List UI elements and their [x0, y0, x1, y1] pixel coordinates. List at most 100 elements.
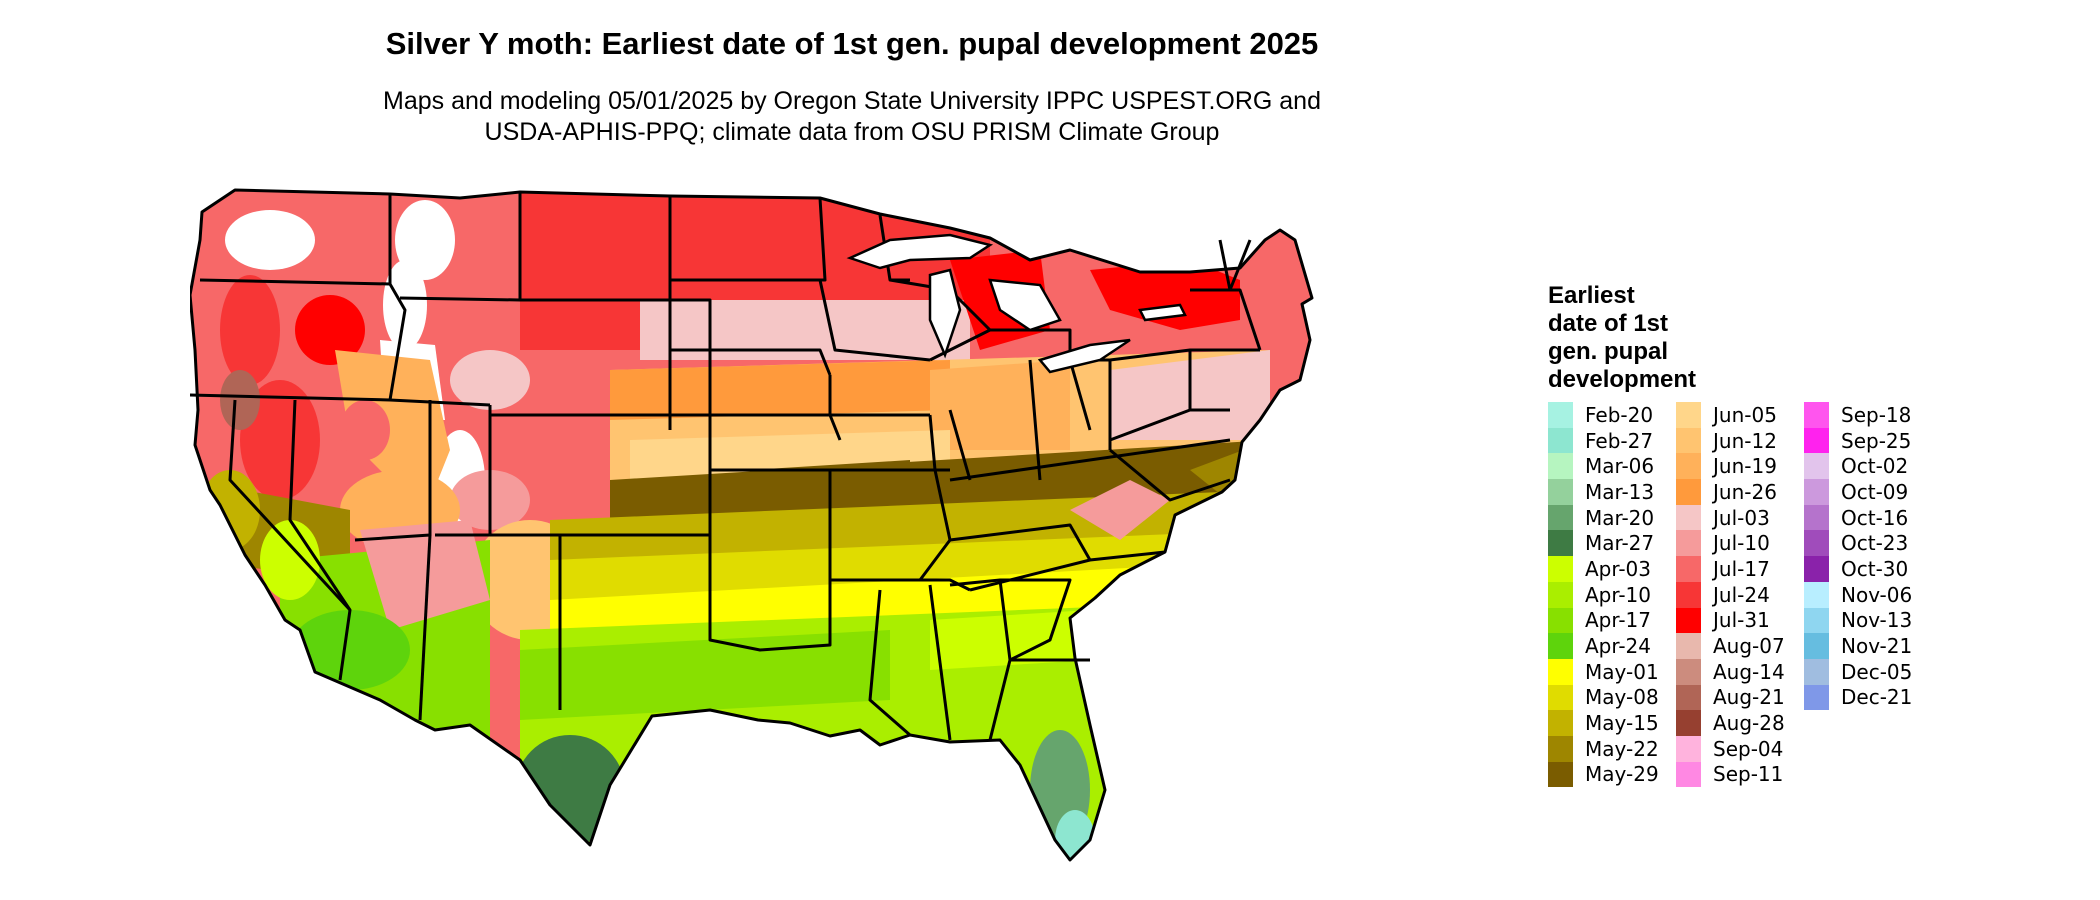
legend-item: Oct-09: [1804, 479, 1932, 505]
legend-label: Oct-23: [1841, 531, 1909, 556]
legend-label: Jun-26: [1713, 479, 1777, 504]
legend-label: Aug-28: [1713, 711, 1785, 736]
colored-phenology-regions: [190, 190, 1312, 860]
legend-swatch: [1548, 761, 1573, 788]
legend-swatch: [1804, 633, 1829, 659]
legend-label: Oct-30: [1841, 556, 1909, 581]
legend-swatch: [1804, 658, 1829, 685]
legend-swatch: [1676, 504, 1701, 531]
legend-label: May-29: [1585, 762, 1659, 787]
legend-item: May-29: [1548, 761, 1676, 788]
legend-item: Jun-26: [1676, 479, 1804, 505]
legend-swatch: [1676, 402, 1701, 428]
legend-item: Dec-05: [1804, 658, 1932, 685]
legend-label: Aug-21: [1713, 685, 1785, 710]
legend-swatch: [1676, 684, 1701, 711]
legend-label: Nov-21: [1841, 634, 1913, 659]
legend-item: May-15: [1548, 710, 1676, 736]
legend-label: Mar-06: [1585, 454, 1655, 479]
legend-item: Sep-04: [1676, 735, 1804, 762]
legend-swatch: [1804, 556, 1829, 582]
legend-label: Jun-12: [1713, 428, 1777, 453]
legend-swatch: [1548, 427, 1573, 454]
legend-swatch: [1804, 530, 1829, 557]
map-subtitle: Maps and modeling 05/01/2025 by Oregon S…: [0, 86, 1704, 148]
legend: Earliest date of 1st gen. pupal developm…: [1548, 282, 1932, 788]
legend-item: May-01: [1548, 658, 1676, 685]
legend-label: Dec-05: [1841, 659, 1913, 684]
legend-title-line-4: development: [1548, 366, 1697, 393]
legend-swatch: [1676, 530, 1701, 557]
subtitle-line-1: Maps and modeling 05/01/2025 by Oregon S…: [383, 87, 1321, 115]
legend-item: Nov-21: [1804, 633, 1932, 659]
legend-label: Dec-21: [1841, 685, 1913, 710]
legend-label: Aug-07: [1713, 634, 1785, 659]
legend-item: Jul-24: [1676, 581, 1804, 608]
legend-swatch: [1804, 402, 1829, 428]
us-phenology-map: [190, 188, 1314, 862]
legend-label: May-08: [1585, 685, 1659, 710]
legend-item: Apr-24: [1548, 633, 1676, 659]
legend-label: May-15: [1585, 711, 1659, 736]
legend-item: Apr-10: [1548, 581, 1676, 608]
legend-label: Mar-13: [1585, 479, 1655, 504]
legend-swatch: [1548, 633, 1573, 659]
legend-label: Sep-11: [1713, 762, 1784, 787]
legend-swatch: [1676, 581, 1701, 608]
legend-item: Aug-21: [1676, 684, 1804, 711]
legend-item: Jul-10: [1676, 530, 1804, 557]
legend-swatch: [1676, 479, 1701, 505]
legend-column-1: Feb-20 Feb-27 Mar-06 Mar-13 Mar-20 Mar-27 Apr-…: [1548, 402, 1676, 788]
state-borders: [190, 188, 1314, 862]
legend-columns: Feb-20 Feb-27 Mar-06 Mar-13 Mar-20 Mar-27 Apr-…: [1548, 402, 1932, 788]
legend-label: Sep-04: [1713, 736, 1784, 761]
legend-swatch: [1676, 710, 1701, 736]
legend-swatch: [1676, 556, 1701, 582]
legend-swatch: [1804, 504, 1829, 531]
legend-item: Jun-19: [1676, 453, 1804, 480]
legend-label: Jul-31: [1713, 608, 1770, 633]
legend-swatch: [1548, 402, 1573, 428]
legend-label: May-01: [1585, 659, 1659, 684]
legend-item: Oct-23: [1804, 530, 1932, 557]
legend-title-line-3: gen. pupal: [1548, 338, 1668, 365]
great-lakes: [846, 233, 1187, 374]
legend-swatch: [1548, 479, 1573, 505]
legend-label: Jul-17: [1713, 556, 1770, 581]
map-title: Silver Y moth: Earliest date of 1st gen.…: [385, 26, 1319, 61]
legend-item: Oct-02: [1804, 453, 1932, 480]
legend-swatch: [1548, 710, 1573, 736]
legend-item: Aug-07: [1676, 633, 1804, 659]
legend-swatch: [1676, 427, 1701, 454]
subtitle-line-2: USDA-APHIS-PPQ; climate data from OSU PR…: [484, 118, 1220, 146]
legend-swatch: [1548, 504, 1573, 531]
legend-item: Jul-31: [1676, 607, 1804, 634]
legend-label: Oct-09: [1841, 479, 1909, 504]
legend-item: Mar-06: [1548, 453, 1676, 480]
legend-item: Jul-03: [1676, 504, 1804, 531]
legend-swatch: [1676, 658, 1701, 685]
legend-title-line-1: Earliest: [1548, 282, 1635, 309]
legend-label: Mar-27: [1585, 531, 1655, 556]
legend-swatch: [1676, 761, 1701, 788]
legend-column-3: Sep-18 Sep-25 Oct-02 Oct-09 Oct-16 Oct-23 Oct-…: [1804, 402, 1932, 787]
legend-title: Earliest date of 1st gen. pupal developm…: [1548, 282, 1808, 394]
legend-swatch: [1676, 453, 1701, 480]
legend-item: Feb-20: [1548, 402, 1676, 428]
legend-label: Oct-16: [1841, 505, 1909, 530]
legend-label: Feb-27: [1585, 428, 1654, 453]
legend-item: Mar-13: [1548, 479, 1676, 505]
legend-item: May-22: [1548, 735, 1676, 762]
legend-item: Aug-28: [1676, 710, 1804, 736]
legend-item: Jun-05: [1676, 402, 1804, 428]
legend-label: Oct-02: [1841, 454, 1909, 479]
legend-item: Mar-27: [1548, 530, 1676, 557]
legend-item: May-08: [1548, 684, 1676, 711]
legend-label: Apr-03: [1585, 556, 1651, 581]
legend-label: Apr-24: [1585, 634, 1651, 659]
legend-label: Nov-06: [1841, 582, 1913, 607]
legend-label: Jul-10: [1713, 531, 1770, 556]
legend-swatch: [1548, 658, 1573, 685]
legend-title-line-2: date of 1st: [1548, 310, 1669, 337]
legend-column-2: Jun-05 Jun-12 Jun-19 Jun-26 Jul-03 Jul-10 Jul-…: [1676, 402, 1804, 788]
